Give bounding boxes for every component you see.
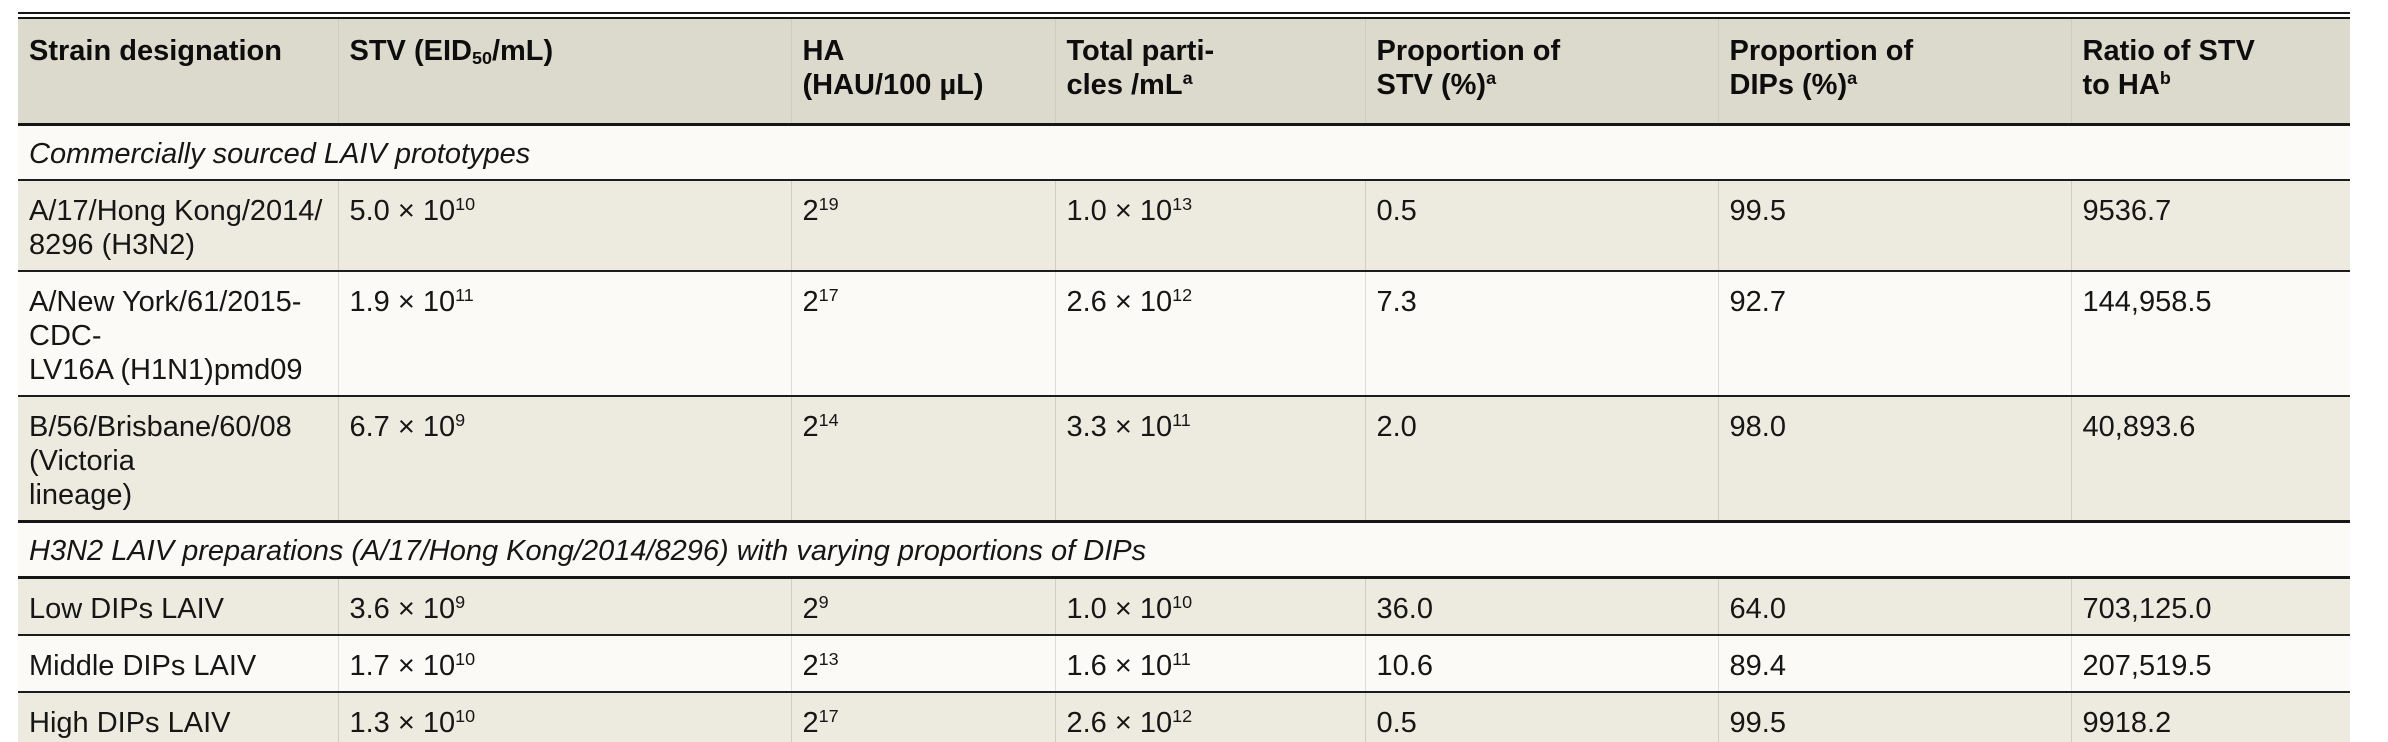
table-wrapper: Strain designation STV (EID50/mL) HA (HA… xyxy=(18,12,2350,742)
cell-stv: 1.3 × 1010 xyxy=(337,692,791,742)
column-header-label: STV (EID50/mL) xyxy=(349,35,554,68)
cell-total-particles: 2.6 × 1012 xyxy=(1054,271,1365,397)
column-header-line2: DIPs (%)a xyxy=(1729,68,1858,101)
cell-proportion-stv: 36.0 xyxy=(1364,577,1718,636)
column-header-line2: cles /mLa xyxy=(1066,68,1193,101)
cell-stv: 3.6 × 109 xyxy=(337,577,791,636)
cell-ha: 29 xyxy=(790,577,1055,636)
cell-proportion-stv: 7.3 xyxy=(1364,271,1718,397)
cell-proportion-stv: 0.5 xyxy=(1364,692,1718,742)
cell-proportion-dips: 92.7 xyxy=(1717,271,2071,397)
cell-ha: 217 xyxy=(790,692,1055,742)
cell-stv: 1.9 × 1011 xyxy=(337,271,791,397)
column-header-ratio-stv-ha: Ratio of STV to HAb xyxy=(2070,18,2350,126)
cell-proportion-dips: 64.0 xyxy=(1717,577,2071,636)
column-header-proportion-dips: Proportion of DIPs (%)a xyxy=(1717,18,2071,126)
cell-strain: Middle DIPs LAIV xyxy=(18,635,338,693)
cell-strain: A/New York/61/2015-CDC- LV16A (H1N1)pmd09 xyxy=(18,271,338,397)
column-header-ha: HA (HAU/100 µL) xyxy=(790,18,1055,126)
section-label: Commercially sourced LAIV prototypes xyxy=(18,124,2350,181)
column-header-line1: HA xyxy=(802,35,845,67)
cell-total-particles: 2.6 × 1012 xyxy=(1054,692,1365,742)
table-row-hong-kong: A/17/Hong Kong/2014/8296 (H3N2) 5.0 × 10… xyxy=(18,180,2350,272)
column-header-line2: STV (%)a xyxy=(1376,68,1497,101)
cell-ratio: 40,893.6 xyxy=(2070,396,2350,523)
table-row-new-york: A/New York/61/2015-CDC- LV16A (H1N1)pmd09… xyxy=(18,271,2350,397)
cell-ha: 217 xyxy=(790,271,1055,397)
column-header-label: Strain designation xyxy=(29,35,282,67)
cell-strain: Low DIPs LAIV xyxy=(18,577,338,636)
column-header-total-particles: Total parti- cles /mLa xyxy=(1054,18,1365,126)
table-row-brisbane: B/56/Brisbane/60/08 (Victoria lineage) 6.… xyxy=(18,396,2350,523)
cell-ratio: 207,519.5 xyxy=(2070,635,2350,693)
cell-proportion-stv: 0.5 xyxy=(1364,180,1718,272)
column-header-line2: to HAb xyxy=(2082,68,2171,101)
cell-proportion-stv: 10.6 xyxy=(1364,635,1718,693)
header-row: Strain designation STV (EID50/mL) HA (HA… xyxy=(18,18,2350,126)
table-row-low-dips: Low DIPs LAIV 3.6 × 109 29 1.0 × 1010 36… xyxy=(18,577,2350,636)
cell-ratio: 9536.7 xyxy=(2070,180,2350,272)
column-header-line2: (HAU/100 µL) xyxy=(802,69,984,101)
column-header-stv: STV (EID50/mL) xyxy=(337,18,791,126)
footnote-marker-a: a xyxy=(1847,68,1858,89)
cell-stv: 5.0 × 1010 xyxy=(337,180,791,272)
column-header-strain: Strain designation xyxy=(18,18,338,126)
cell-ratio: 144,958.5 xyxy=(2070,271,2350,397)
table-row-high-dips: High DIPs LAIV 1.3 × 1010 217 2.6 × 1012… xyxy=(18,692,2350,742)
cell-proportion-dips: 99.5 xyxy=(1717,180,2071,272)
column-header-line1: Proportion of xyxy=(1729,35,1914,67)
cell-total-particles: 1.0 × 1013 xyxy=(1054,180,1365,272)
cell-stv: 1.7 × 1010 xyxy=(337,635,791,693)
cell-ratio: 703,125.0 xyxy=(2070,577,2350,636)
cell-ha: 214 xyxy=(790,396,1055,523)
table-row-middle-dips: Middle DIPs LAIV 1.7 × 1010 213 1.6 × 10… xyxy=(18,635,2350,693)
cell-strain: A/17/Hong Kong/2014/8296 (H3N2) xyxy=(18,180,338,272)
cell-total-particles: 1.6 × 1011 xyxy=(1054,635,1365,693)
column-header-line1: Total parti- xyxy=(1066,35,1215,67)
laiv-characterization-table: Strain designation STV (EID50/mL) HA (HA… xyxy=(18,17,2350,742)
section-row-commercial-laiv: Commercially sourced LAIV prototypes xyxy=(18,124,2350,181)
footnote-marker-a: a xyxy=(1182,68,1193,89)
footnote-marker-a: a xyxy=(1486,68,1497,89)
cell-total-particles: 3.3 × 1011 xyxy=(1054,396,1365,523)
cell-ratio: 9918.2 xyxy=(2070,692,2350,742)
column-header-line1: Ratio of STV xyxy=(2082,35,2255,67)
subscript-50: 50 xyxy=(471,47,492,68)
cell-strain: High DIPs LAIV xyxy=(18,692,338,742)
cell-strain: B/56/Brisbane/60/08 (Victoria lineage) xyxy=(18,396,338,523)
cell-proportion-dips: 98.0 xyxy=(1717,396,2071,523)
section-label: H3N2 LAIV preparations (A/17/Hong Kong/2… xyxy=(18,521,2350,579)
column-header-proportion-stv: Proportion of STV (%)a xyxy=(1364,18,1718,126)
column-header-line1: Proportion of xyxy=(1376,35,1561,67)
cell-total-particles: 1.0 × 1010 xyxy=(1054,577,1365,636)
cell-ha: 213 xyxy=(790,635,1055,693)
cell-proportion-dips: 99.5 xyxy=(1717,692,2071,742)
cell-ha: 219 xyxy=(790,180,1055,272)
section-row-h3n2-preparations: H3N2 LAIV preparations (A/17/Hong Kong/2… xyxy=(18,521,2350,579)
cell-proportion-stv: 2.0 xyxy=(1364,396,1718,523)
cell-proportion-dips: 89.4 xyxy=(1717,635,2071,693)
footnote-marker-b: b xyxy=(2159,68,2171,89)
cell-stv: 6.7 × 109 xyxy=(337,396,791,523)
